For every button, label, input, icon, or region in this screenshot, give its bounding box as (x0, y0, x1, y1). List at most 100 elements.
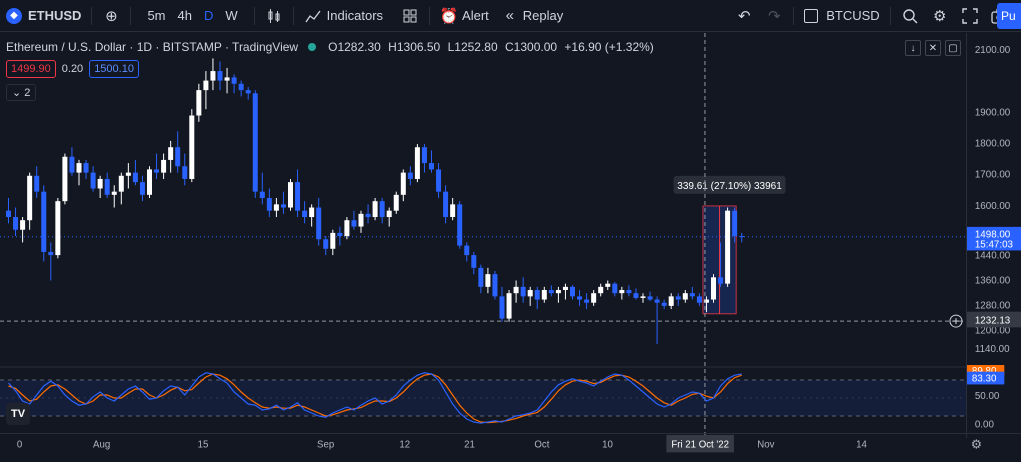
candle-body (34, 175, 40, 192)
candle-body (421, 147, 427, 164)
crosshair-price-badge (967, 311, 1021, 328)
toolbar-divider (889, 6, 891, 25)
alarm-clock-icon: ⏰ (439, 7, 459, 25)
search-button[interactable] (895, 0, 925, 32)
candle-body (555, 290, 561, 294)
measure-label-bg (673, 175, 786, 194)
candle-body (76, 163, 82, 173)
redo-button[interactable]: ↷ (759, 0, 789, 32)
candles-icon (265, 7, 283, 25)
candle-body (118, 175, 124, 192)
stoch-d-value: 89.80 (972, 366, 997, 377)
price-tick-label: 2100.00 (975, 45, 1011, 56)
candle-body (379, 201, 385, 218)
candle-body (485, 274, 491, 287)
timeframe-group: 5m 4h D W (135, 0, 249, 32)
indicators-label: Indicators (326, 8, 384, 23)
toolbar-divider (130, 6, 132, 25)
timeframe-4h[interactable]: 4h (177, 8, 192, 23)
candle-body (668, 296, 674, 306)
time-tick-label: 12 (399, 440, 410, 451)
crosshair-date-badge (666, 434, 734, 453)
move-pane-down-button[interactable]: ↓ (905, 40, 921, 56)
axis-settings-icon[interactable]: ⚙ (971, 437, 982, 451)
replay-label: Replay (522, 8, 564, 23)
candle-body (591, 293, 597, 303)
price-tick-label: 1700.00 (975, 170, 1011, 181)
candle-body (689, 293, 695, 297)
chevron-down-icon: ⌄ (12, 87, 22, 99)
maximize-pane-button[interactable]: ▢ (945, 40, 961, 56)
candle-body (252, 93, 258, 192)
candle-body (725, 210, 731, 284)
undo-button[interactable]: ↶ (729, 0, 759, 32)
top-toolbar: ◆ ETHUSD ⊕ 5m 4h D W Indicators ⏰ Alert … (0, 0, 1021, 32)
time-tick-label: 15 (198, 440, 209, 451)
chart-type-button[interactable] (259, 0, 289, 32)
candle-body (732, 210, 738, 237)
price-chart[interactable]: 339.61 (27.10%) 33961 (0, 33, 966, 438)
replay-icon: « (505, 7, 514, 24)
candle-body (351, 220, 357, 227)
candle-body (196, 90, 202, 116)
toolbar-divider (429, 6, 431, 25)
time-tick-label: Nov (757, 440, 774, 451)
price-tick-label: 1280.00 (975, 301, 1011, 312)
candle-body (506, 293, 512, 319)
spread-value: 0.20 (61, 63, 84, 75)
ohlc-values: O1282.30 H1306.50 L1252.80 C1300.00 +16.… (328, 40, 658, 54)
price-tick-label: 1440.00 (975, 251, 1011, 262)
add-alert-icon[interactable] (949, 314, 963, 328)
ethereum-icon: ◆ (6, 7, 22, 24)
time-axis[interactable]: 0 Aug 15 Sep 12 21 Oct 10 Nov 14 Fri 21 Oct '22 ⚙ (0, 433, 1021, 462)
collapse-pane-button[interactable]: ✕ (925, 40, 941, 56)
candle-body (6, 210, 11, 218)
search-icon (901, 7, 919, 25)
legend-title: Ethereum / U.S. Dollar · 1D · BITSTAMP ·… (6, 40, 299, 54)
candle-body (217, 71, 223, 81)
buy-button[interactable]: 1500.10 (89, 60, 139, 78)
time-tick-label: Oct (534, 440, 549, 451)
toolbar-divider (793, 6, 795, 25)
candle-body (97, 178, 103, 189)
alert-button[interactable]: ⏰ Alert (434, 0, 495, 32)
candle-body (104, 178, 110, 195)
grid-layout-icon (401, 7, 419, 25)
price-tick-label: 1360.00 (975, 276, 1011, 287)
high-label: H (388, 40, 397, 54)
candle-body (62, 156, 68, 202)
arrow-down-icon: ↓ (910, 42, 916, 54)
timeframe-w[interactable]: W (225, 8, 238, 23)
gear-icon: ⚙ (932, 7, 947, 25)
candle-body (640, 296, 646, 298)
candle-body (182, 166, 188, 179)
replay-button[interactable]: « Replay (495, 0, 569, 32)
candle-body (633, 293, 639, 298)
crosshair-price-label: 1232.13 (975, 315, 1011, 326)
sell-button[interactable]: 1499.90 (6, 60, 56, 78)
time-tick-label: 21 (464, 440, 475, 451)
indicator-collapse-button[interactable]: ⌄ 2 (6, 84, 37, 101)
timeframe-5m[interactable]: 5m (147, 8, 166, 23)
candle-body (499, 296, 505, 319)
layout-button[interactable] (395, 0, 425, 32)
add-symbol-button[interactable]: ⊕ (96, 0, 126, 32)
timeframe-d[interactable]: D (203, 8, 214, 23)
compare-symbol-button[interactable]: BTCUSD (798, 0, 885, 32)
market-status-icon (308, 43, 317, 51)
fullscreen-button[interactable] (955, 0, 985, 32)
settings-button[interactable]: ⚙ (925, 0, 955, 32)
candle-body (161, 159, 167, 173)
indicators-button[interactable]: Indicators (298, 0, 389, 32)
price-axis[interactable]: 2100.001900.001800.001700.001600.001520.… (966, 33, 1021, 438)
measure-label: 339.61 (27.10%) 33961 (677, 181, 782, 192)
tradingview-logo[interactable]: TV (6, 403, 30, 425)
close-label: C (505, 40, 514, 54)
symbol-search-button[interactable]: ◆ ETHUSD (0, 0, 87, 32)
price-tick-label: 1800.00 (975, 139, 1011, 150)
plus-circle-icon: ⊕ (105, 7, 118, 25)
price-tick-label: 1200.00 (975, 325, 1011, 336)
candle-body (203, 80, 209, 91)
alert-label: Alert (462, 8, 489, 23)
publish-button[interactable]: Pu (997, 3, 1021, 29)
